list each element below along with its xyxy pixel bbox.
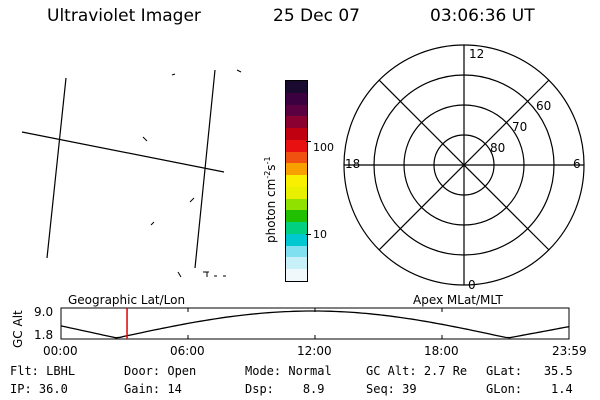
colorbar-gradient bbox=[286, 81, 307, 282]
info-dsp: Dsp: 8.9 bbox=[245, 382, 325, 396]
info-glat: GLat: 35.5 bbox=[486, 364, 573, 378]
colorbar-segment bbox=[286, 151, 307, 164]
colorbar-segment bbox=[286, 139, 307, 152]
colorbar-label-10: 10 bbox=[313, 228, 327, 241]
colorbar-segment bbox=[286, 210, 307, 223]
image-title: Ultraviolet Imager bbox=[47, 6, 201, 26]
colorbar-segment bbox=[286, 186, 307, 199]
altitude-curve bbox=[60, 310, 570, 339]
apex-mlat-mlt-title: Apex MLat/MLT bbox=[413, 293, 503, 307]
colorbar-segment bbox=[286, 233, 307, 246]
info-ip: IP: 36.0 bbox=[10, 382, 68, 396]
info-door: Door: Open bbox=[124, 364, 197, 378]
info-filter: Flt: LBHL bbox=[10, 364, 76, 378]
colorbar-segment bbox=[286, 116, 307, 129]
image-time: 03:06:36 UT bbox=[430, 6, 535, 26]
polar-diagonal-2 bbox=[378, 79, 550, 251]
info-glon: GLon: 1.4 bbox=[486, 382, 573, 396]
polar-label-60: 60 bbox=[536, 99, 551, 113]
polar-label-6: 6 bbox=[573, 157, 581, 171]
timeline-tick-1200: 12:00 bbox=[297, 344, 332, 358]
timeline-ticks bbox=[60, 308, 570, 339]
longitude-line-east bbox=[194, 69, 216, 269]
colorbar-segment bbox=[286, 81, 307, 93]
info-seq: Seq: 39 bbox=[366, 382, 417, 396]
timeline-tick-1800: 18:00 bbox=[424, 344, 459, 358]
colorbar-segment bbox=[286, 245, 307, 258]
colorbar-segment bbox=[286, 92, 307, 105]
timeline-tick-0000: 00:00 bbox=[43, 344, 78, 358]
info-gc-alt: GC Alt: 2.7 Re bbox=[366, 364, 468, 378]
colorbar-segment bbox=[286, 222, 307, 234]
timeline-y-min: 1.8 bbox=[34, 328, 54, 342]
info-gain: Gain: 14 bbox=[124, 382, 182, 396]
colorbar-segment bbox=[286, 128, 307, 140]
colorbar-tick-10 bbox=[306, 234, 311, 235]
colorbar-segment bbox=[286, 104, 307, 117]
timeline-y-max: 9.0 bbox=[34, 305, 54, 319]
colorbar-segment bbox=[286, 269, 307, 282]
polar-label-0: 0 bbox=[468, 278, 476, 292]
colorbar-segment bbox=[286, 198, 307, 211]
colorbar-tick-100 bbox=[306, 141, 311, 142]
timeline-tick-2359: 23:59 bbox=[552, 344, 587, 358]
colorbar-label-100: 100 bbox=[313, 141, 334, 154]
polar-label-70: 70 bbox=[512, 120, 527, 134]
geographic-lat-lon-title: Geographic Lat/Lon bbox=[68, 293, 186, 307]
info-mode: Mode: Normal bbox=[245, 364, 332, 378]
polar-label-12: 12 bbox=[469, 47, 484, 61]
timeline-tick-0600: 06:00 bbox=[170, 344, 205, 358]
latitude-line bbox=[21, 131, 225, 173]
colorbar-segment bbox=[286, 163, 307, 176]
polar-label-80: 80 bbox=[490, 141, 505, 155]
polar-label-18: 18 bbox=[345, 157, 360, 171]
coastline-fragments bbox=[142, 69, 242, 278]
intensity-colorbar bbox=[285, 80, 308, 282]
longitude-line-west bbox=[46, 77, 67, 259]
colorbar-segment bbox=[286, 175, 307, 187]
colorbar-segment bbox=[286, 257, 307, 270]
image-date: 25 Dec 07 bbox=[273, 6, 360, 26]
lat-lon-grid bbox=[21, 69, 225, 269]
